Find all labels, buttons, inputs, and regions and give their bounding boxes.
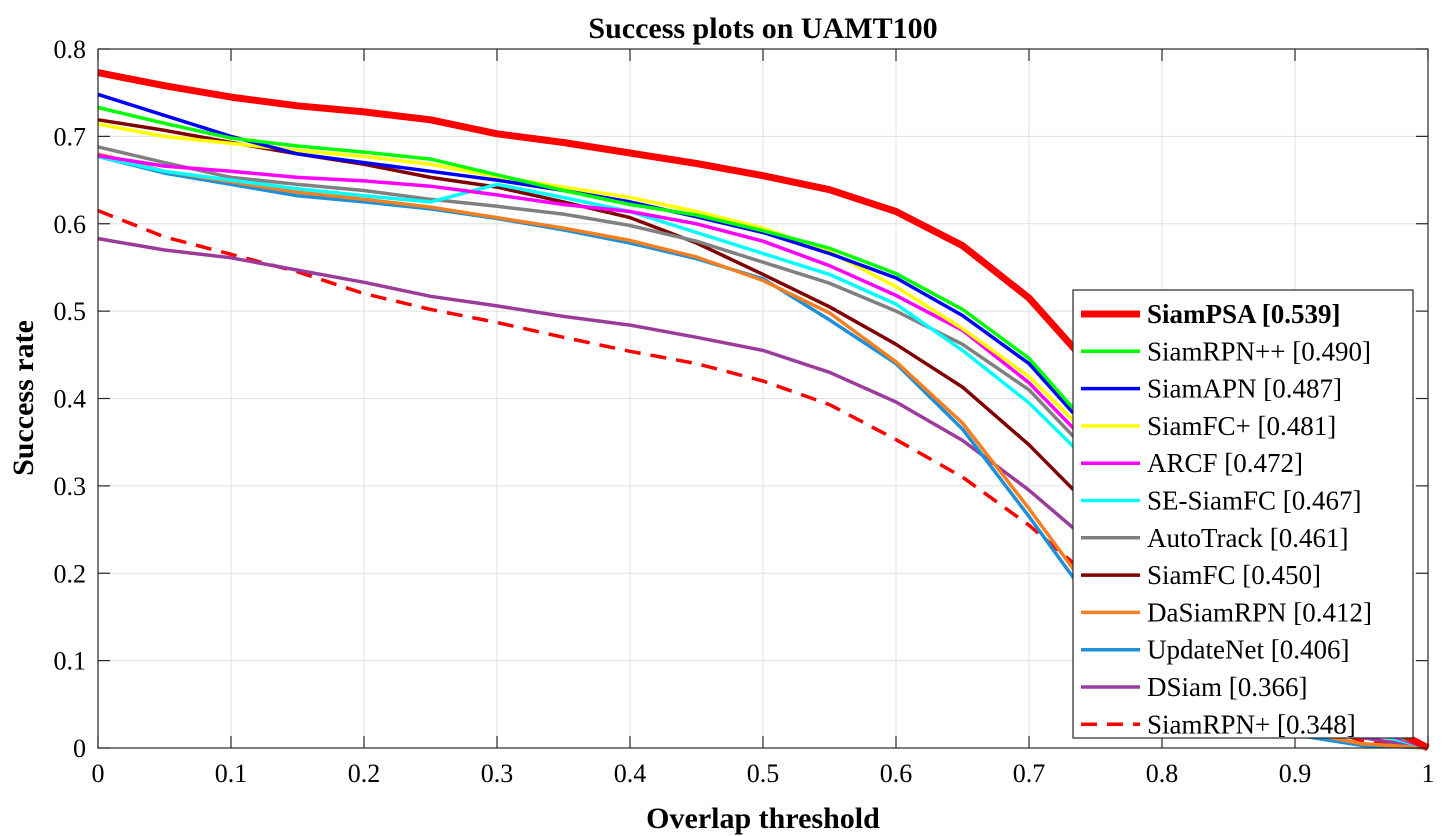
legend-label-7: SiamFC [0.450]: [1147, 560, 1321, 590]
legend-label-3: SiamFC+ [0.481]: [1147, 411, 1336, 441]
x-tick-label: 0.5: [747, 759, 780, 788]
y-tick-label: 0.5: [54, 297, 87, 326]
y-axis-label: Success rate: [7, 320, 40, 476]
x-tick-labels: 0 0.1 0.2 0.3 0.4 0.5 0.6 0.7 0.8 0.9 1: [92, 759, 1435, 788]
x-tick-label: 1: [1422, 759, 1435, 788]
legend-label-2: SiamAPN [0.487]: [1147, 374, 1342, 404]
legend-label-8: DaSiamRPN [0.412]: [1147, 597, 1372, 627]
chart-title: Success plots on UAMT100: [588, 12, 937, 45]
series-line-11: [97, 208, 1429, 750]
legend-label-11: SiamRPN+ [0.348]: [1147, 709, 1356, 739]
y-tick-label: 0: [73, 734, 86, 763]
x-tick-label: 0.9: [1279, 759, 1312, 788]
legend-label-4: ARCF [0.472]: [1147, 448, 1303, 478]
x-tick-label: 0.1: [215, 759, 248, 788]
y-tick-label: 0.4: [54, 385, 87, 414]
x-tick-label: 0.8: [1146, 759, 1179, 788]
x-tick-label: 0.6: [880, 759, 913, 788]
legend-box: [1072, 289, 1414, 739]
legend-label-5: SE-SiamFC [0.467]: [1147, 486, 1362, 516]
x-tick-label: 0: [92, 759, 105, 788]
x-tick-label: 0.2: [348, 759, 381, 788]
legend-label-0: SiamPSA [0.539]: [1147, 299, 1341, 329]
y-tick-label: 0.7: [54, 122, 87, 151]
legend-label-10: DSiam [0.366]: [1147, 672, 1307, 702]
y-tick-label: 0.8: [54, 35, 87, 64]
y-tick-labels: 0 0.1 0.2 0.3 0.4 0.5 0.6 0.7 0.8: [54, 35, 87, 763]
y-tick-label: 0.1: [54, 647, 87, 676]
x-tick-label: 0.7: [1013, 759, 1046, 788]
x-axis-label: Overlap threshold: [646, 802, 880, 835]
y-tick-label: 0.6: [54, 210, 87, 239]
legend-label-1: SiamRPN++ [0.490]: [1147, 336, 1371, 366]
x-tick-label: 0.3: [481, 759, 514, 788]
y-tick-label: 0.3: [54, 472, 87, 501]
x-tick-label: 0.4: [614, 759, 647, 788]
y-tick-label: 0.2: [54, 559, 87, 588]
legend-label-6: AutoTrack [0.461]: [1147, 523, 1349, 553]
legend-label-9: UpdateNet [0.406]: [1147, 635, 1349, 665]
tick-marks: [97, 48, 1429, 749]
legend: SiamPSA [0.539] SiamRPN++ [0.490] SiamAPN …: [1072, 289, 1414, 739]
